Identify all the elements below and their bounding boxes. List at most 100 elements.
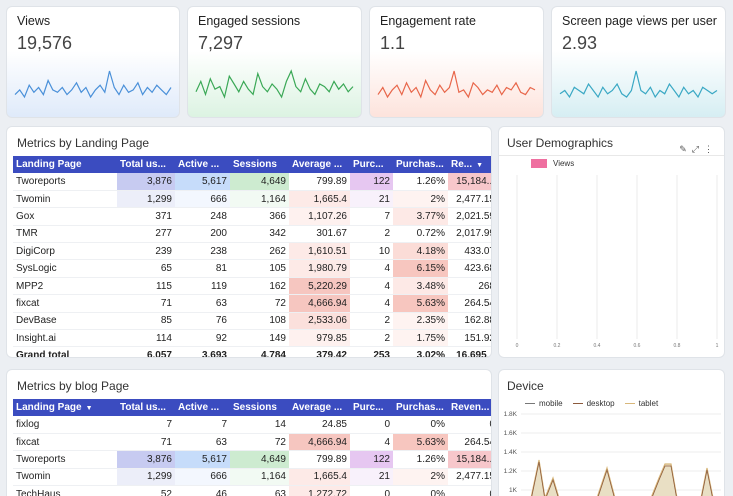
column-header[interactable]: Active ... [175, 399, 230, 416]
x-tick-label: 0.2 [554, 343, 561, 349]
legend-label: tablet [638, 399, 659, 408]
kpi-card-views-per-user[interactable]: Screen page views per user 2.93 [551, 6, 726, 118]
demographics-chart: 0 0.2 0.4 0.6 0.8 1 [516, 175, 719, 349]
table-cell: 63 [175, 433, 230, 452]
table-cell: 4,666.94 [289, 294, 350, 313]
legend-item[interactable]: desktop [572, 399, 615, 408]
column-header[interactable]: Reven... [448, 399, 491, 416]
table-cell: 81 [175, 259, 230, 278]
table-row[interactable]: Tworeports 3,876 5,617 4,649 799.89 122 1.26% 1… [13, 173, 491, 191]
table-row[interactable]: SysLogic 65 81 105 1,980.79 4 6.15% 423.68 [13, 259, 491, 278]
kpi-card-engaged-sessions[interactable]: Engaged sessions 7,297 [187, 6, 362, 118]
kpi-card-views[interactable]: Views 19,576 [6, 6, 180, 118]
kpi-value: 7,297 [198, 33, 244, 53]
table-row[interactable]: DigiCorp 239 238 262 1,610.51 10 4.18% 433.07 [13, 242, 491, 261]
table-row[interactable]: fixcat 71 63 72 4,666.94 4 5.63% 264.54 [13, 433, 491, 452]
pencil-icon[interactable]: ✎ [679, 144, 692, 154]
table-cell: 1,107.26 [289, 207, 350, 226]
column-header[interactable]: Purchas... [393, 399, 448, 416]
kpi-card-engagement-rate[interactable]: Engagement rate 1.1 [369, 6, 544, 118]
table-cell: 2% [393, 468, 448, 487]
column-header[interactable]: Purc... [350, 156, 393, 173]
column-header[interactable]: Average ... [289, 156, 350, 173]
column-header[interactable]: Purchas... [393, 156, 448, 173]
total-label: Grand total [13, 346, 117, 357]
column-header[interactable]: Landing Page [13, 156, 117, 173]
column-header-label: Purchas... [396, 159, 444, 170]
kpi-title: Views [17, 14, 51, 28]
table-cell: 105 [230, 259, 289, 278]
column-header-label: Average ... [292, 159, 343, 170]
column-header-label: Total us... [120, 402, 166, 413]
panel-title: Metrics by blog Page [17, 379, 130, 393]
table-cell: 3.77% [393, 207, 448, 226]
panel-title: Device [507, 379, 544, 393]
panel-title: Metrics by Landing Page [17, 136, 150, 150]
row-label: DevBase [13, 312, 117, 331]
table-row[interactable]: Tworeports 3,876 5,617 4,649 799.89 122 1.26% 1… [13, 450, 491, 469]
kpi-value: 2.93 [562, 33, 598, 53]
table-cell: 1,980.79 [289, 259, 350, 278]
table-cell: 115 [117, 277, 175, 296]
column-header[interactable]: Total us... [117, 156, 175, 173]
table-cell: 3,876 [117, 450, 175, 469]
table-cell: 5,617 [175, 173, 230, 191]
table-cell: 2 [350, 329, 393, 348]
total-cell: 253 [350, 346, 393, 357]
sort-desc-icon[interactable]: ▼ [476, 162, 484, 169]
sort-desc-icon[interactable]: ▼ [85, 405, 93, 412]
column-header[interactable]: Average ... [289, 399, 350, 416]
column-header[interactable]: Purc... [350, 399, 393, 416]
table-cell: 52 [117, 485, 175, 496]
kpi-title: Engagement rate [380, 14, 476, 28]
total-cell: 4,784 [230, 346, 289, 357]
column-header[interactable]: Active ... [175, 156, 230, 173]
table-cell: 2 [350, 225, 393, 244]
table-cell: 15,184... [448, 450, 491, 469]
table-cell: 7 [350, 207, 393, 226]
table-row[interactable]: DevBase 85 76 108 2,533.06 2 2.35% 162.88 [13, 312, 491, 331]
table-row[interactable]: Twomin 1,299 666 1,164 1,665.4 21 2% 2,477.15 [13, 468, 491, 487]
table-cell: 979.85 [289, 329, 350, 348]
table-cell: 666 [175, 190, 230, 209]
column-header[interactable]: Re... ▼ [448, 156, 491, 173]
column-header-label: Landing Page [16, 159, 82, 170]
table-cell: 6.15% [393, 259, 448, 278]
more-vert-icon[interactable]: ⋮ [704, 144, 718, 154]
table-cell: 4,666.94 [289, 433, 350, 452]
row-label: Tworeports [13, 450, 117, 469]
table-cell: 162.88 [448, 312, 491, 331]
legend-label: mobile [539, 399, 563, 408]
legend-line [525, 403, 535, 405]
legend-item[interactable]: mobile [525, 399, 563, 408]
column-header[interactable]: Sessions [230, 399, 289, 416]
sparkline-path [195, 69, 354, 99]
table-row[interactable]: Gox 371 248 366 1,107.26 7 3.77% 2,021.59 [13, 207, 491, 226]
table-row[interactable]: Insight.ai 114 92 149 979.85 2 1.75% 151.92 [13, 329, 491, 348]
table-cell: 24.85 [289, 416, 350, 434]
table-row[interactable]: TMR 277 200 342 301.67 2 0.72% 2,017.99 [13, 225, 491, 244]
column-header-label: Purc... [353, 402, 384, 413]
table-row[interactable]: fixcat 71 63 72 4,666.94 4 5.63% 264.54 [13, 294, 491, 313]
table-row[interactable]: Twomin 1,299 666 1,164 1,665.4 21 2% 2,477.15 [13, 190, 491, 209]
column-header-label: Reven... [451, 402, 490, 413]
table-cell: 119 [175, 277, 230, 296]
total-cell: 16,695... [448, 346, 491, 357]
column-header[interactable]: Landing Page ▼ [13, 399, 117, 416]
table-cell: 248 [175, 207, 230, 226]
kpi-sparkline [377, 70, 536, 99]
expand-icon[interactable]: ⤢ [691, 144, 704, 154]
column-header[interactable]: Sessions [230, 156, 289, 173]
column-header[interactable]: Total us... [117, 399, 175, 416]
column-header-label: Active ... [178, 159, 220, 170]
table-cell: 4,649 [230, 173, 289, 191]
table-cell: 72 [230, 294, 289, 313]
y-tick-label: 1.8K [504, 411, 518, 418]
row-label: MPP2 [13, 277, 117, 296]
series-line-tablet [530, 459, 714, 496]
legend-item[interactable]: tablet [624, 399, 659, 408]
row-label: Tworeports [13, 173, 117, 191]
